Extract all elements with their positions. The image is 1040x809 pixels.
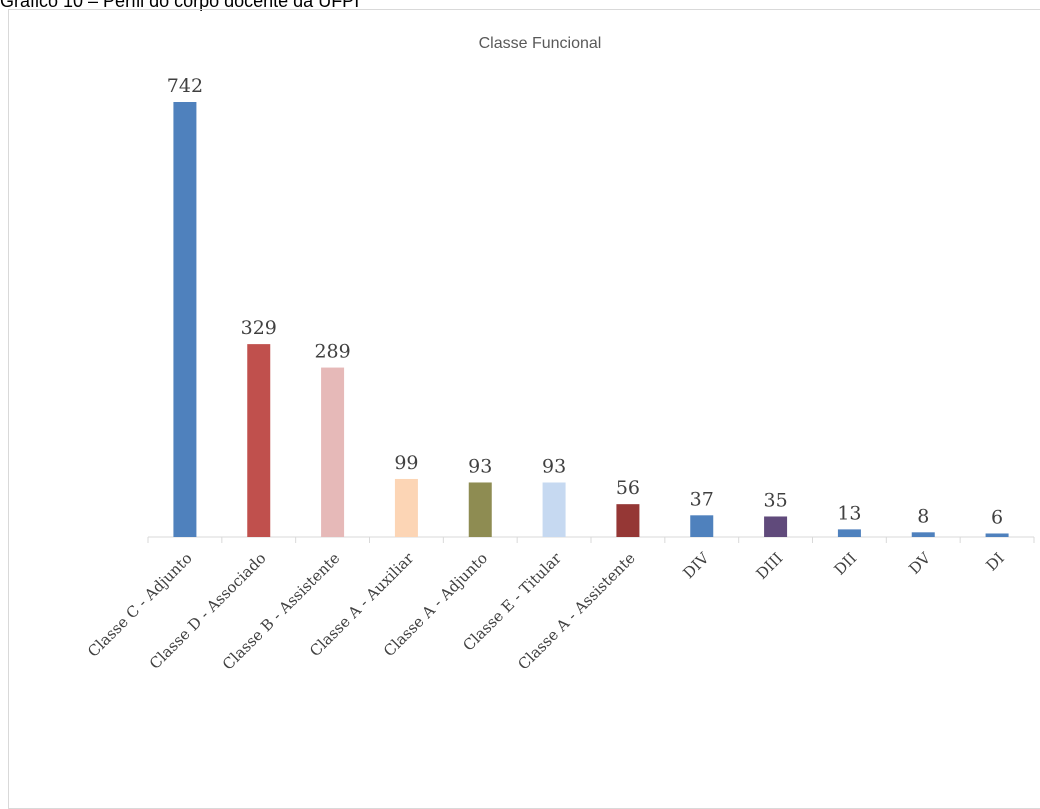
value-label: 329: [241, 317, 277, 339]
chart-title: Classe Funcional: [478, 35, 602, 52]
value-label: 289: [314, 341, 350, 363]
value-label: 93: [468, 455, 492, 477]
category-label: DI: [982, 549, 1007, 574]
bar: [321, 367, 345, 537]
bar: [616, 504, 640, 537]
value-label: 742: [167, 75, 203, 97]
category-label: DII: [831, 549, 861, 579]
bars: [173, 102, 1009, 537]
bar: [837, 529, 861, 537]
bar: [247, 344, 271, 537]
value-label: 37: [690, 488, 714, 510]
value-label: 13: [837, 502, 861, 524]
value-label: 35: [763, 489, 787, 511]
bar: [985, 533, 1009, 537]
value-label: 99: [394, 452, 418, 474]
figure-caption: Gráfico 10 – Perfil do corpo docente da …: [0, 0, 360, 11]
value-label: 8: [917, 505, 929, 527]
bar: [394, 478, 418, 537]
x-axis-ticks: [147, 537, 1035, 543]
bar: [764, 516, 788, 537]
bar: [173, 102, 197, 537]
bar: [468, 482, 492, 537]
bar: [911, 532, 935, 537]
value-label: 6: [991, 506, 1003, 528]
value-labels: 742 329 289 99 93 93 56 37 35 13 8 6: [167, 75, 1003, 528]
bar: [690, 515, 714, 537]
value-label: 93: [542, 455, 566, 477]
bar: [542, 482, 566, 537]
category-label: DIV: [679, 548, 713, 582]
category-label: DV: [905, 548, 935, 578]
value-label: 56: [616, 477, 640, 499]
category-label: DIII: [753, 549, 787, 583]
